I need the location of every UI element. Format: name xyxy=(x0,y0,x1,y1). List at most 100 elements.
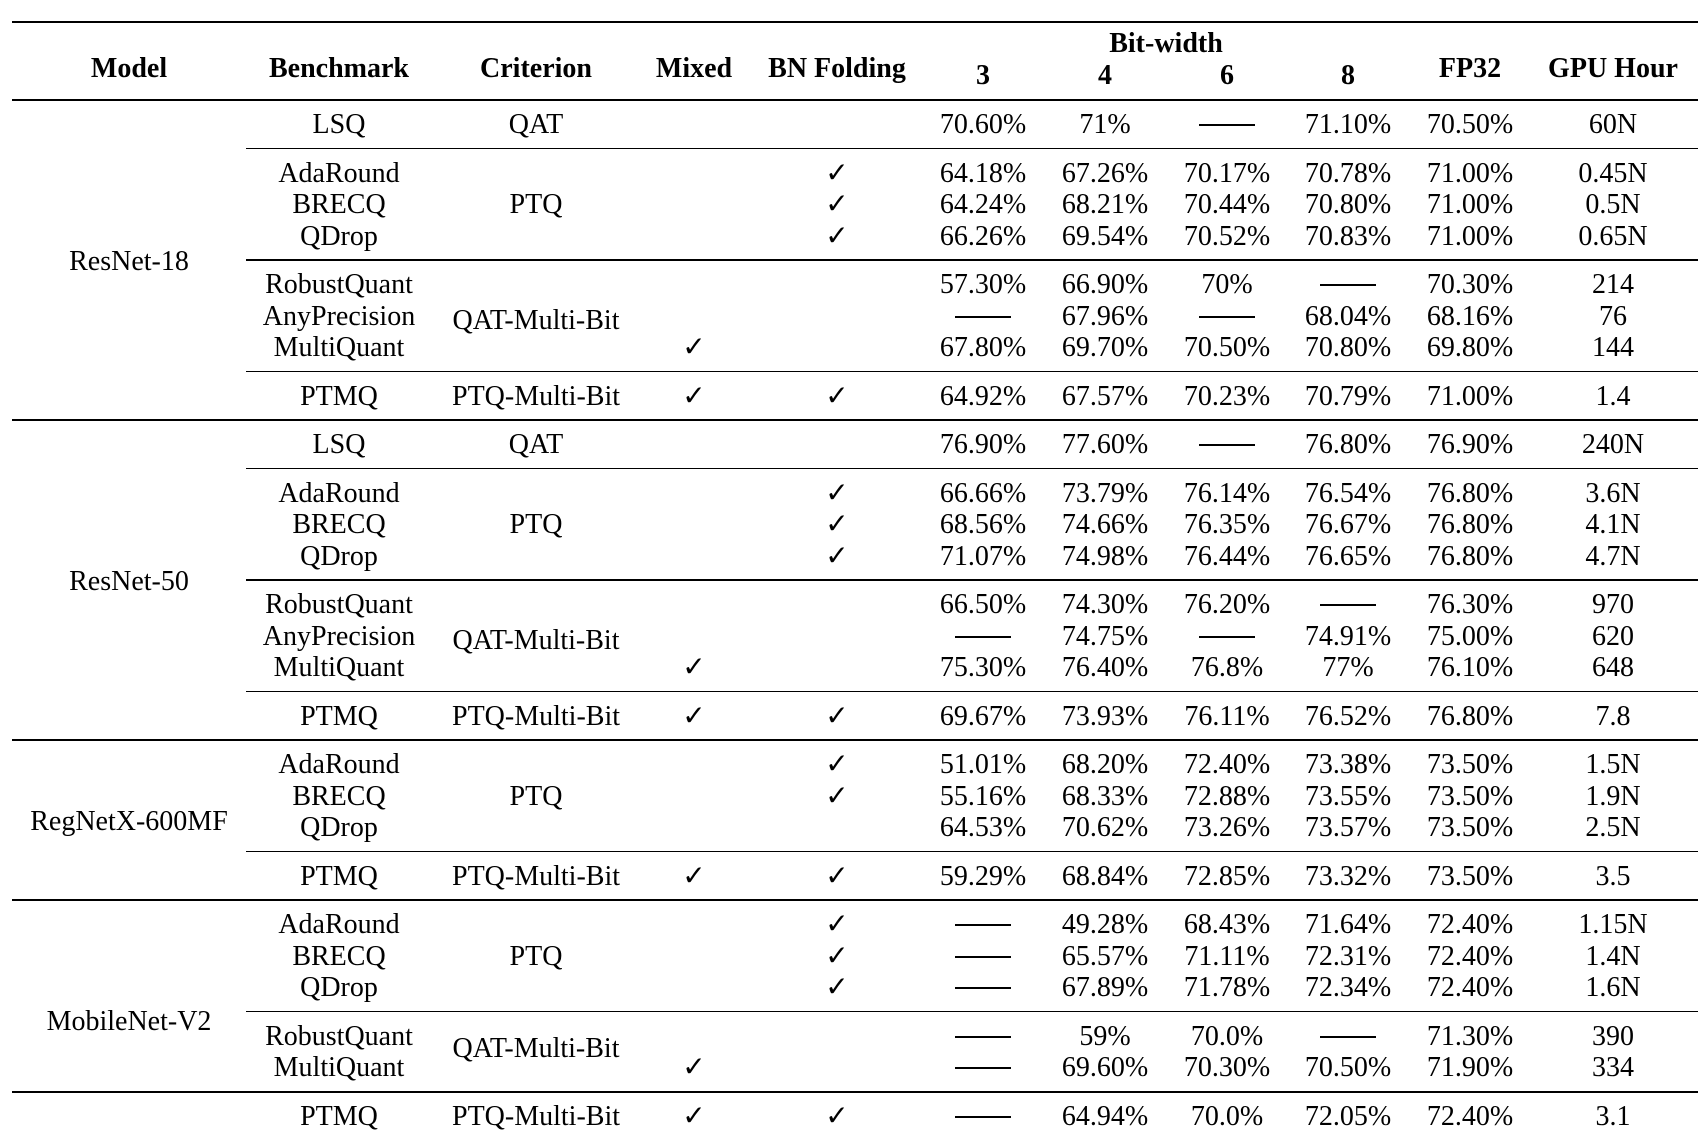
benchmark-name: AdaRound xyxy=(278,749,400,781)
bit-width-value: 73.26% xyxy=(1183,812,1271,844)
bit-width-value: 70.79% xyxy=(1304,380,1392,412)
fp32-value: 71.00% xyxy=(1426,220,1514,252)
bn-folding-check-icon: ✓ xyxy=(825,749,849,781)
benchmark-name: MultiQuant xyxy=(273,652,405,684)
bit-width-value: 68.33% xyxy=(1061,780,1149,812)
bit-width-value: 70.62% xyxy=(1061,812,1149,844)
group-divider-rule xyxy=(246,467,1698,470)
bit-width-value: 69.60% xyxy=(1061,1052,1149,1084)
fp32-value: 73.50% xyxy=(1426,860,1514,892)
fp32-value: 76.80% xyxy=(1426,509,1514,541)
bn-folding-check-icon: ✓ xyxy=(825,700,849,732)
bit-width-value: 49.28% xyxy=(1061,909,1149,941)
bit-width-value: 72.40% xyxy=(1183,749,1271,781)
benchmark-name: AnyPrecision xyxy=(262,620,416,652)
model-divider-rule xyxy=(12,899,1698,901)
group-divider-rule xyxy=(246,147,1698,150)
benchmark-name: AdaRound xyxy=(278,157,400,189)
bit-width-value: 70.0% xyxy=(1190,1020,1264,1052)
bottom-rule xyxy=(12,1091,1698,1093)
bit-width-value: 73.32% xyxy=(1304,860,1392,892)
bit-width-value: 64.53% xyxy=(939,812,1027,844)
fp32-value: 76.30% xyxy=(1426,589,1514,621)
bit-width-value: 74.66% xyxy=(1061,509,1149,541)
bit-width-value: 76.35% xyxy=(1183,509,1271,541)
gpu-hour-value: 0.45N xyxy=(1578,157,1648,189)
bit-width-value: 68.43% xyxy=(1183,909,1271,941)
bit-width-value: 77.60% xyxy=(1061,429,1149,461)
mixed-check-icon: ✓ xyxy=(682,332,706,364)
model-name: MobileNet-V2 xyxy=(46,1006,212,1037)
fp32-value: 76.80% xyxy=(1426,700,1514,732)
bn-folding-check-icon: ✓ xyxy=(825,220,849,252)
bit-width-value: 76.54% xyxy=(1304,477,1392,509)
missing-value-dash xyxy=(1320,284,1376,287)
bit-width-value: 71.78% xyxy=(1183,972,1271,1004)
fp32-value: 70.30% xyxy=(1426,269,1514,301)
benchmark-name: AdaRound xyxy=(278,477,400,509)
model-name: ResNet-18 xyxy=(69,246,189,277)
bit-width-value: 71.07% xyxy=(939,540,1027,572)
benchmark-name: BRECQ xyxy=(292,780,386,812)
bit-width-value: 73.93% xyxy=(1061,700,1149,732)
bit-width-value: 51.01% xyxy=(939,749,1027,781)
bit-width-value: 72.85% xyxy=(1183,860,1271,892)
bit-width-value: 73.79% xyxy=(1061,477,1149,509)
bit-width-value: 69.70% xyxy=(1061,332,1149,364)
header-fp32: FP32 xyxy=(1438,53,1502,84)
criterion-label: PTQ-Multi-Bit xyxy=(451,380,621,412)
gpu-hour-value: 0.65N xyxy=(1578,220,1648,252)
bit-width-value: 76.11% xyxy=(1184,700,1270,732)
criterion-label: PTQ-Multi-Bit xyxy=(451,860,621,892)
fp32-value: 73.50% xyxy=(1426,749,1514,781)
benchmark-name: QDrop xyxy=(300,812,378,844)
bit-width-value: 69.67% xyxy=(939,700,1027,732)
bit-width-value: 64.24% xyxy=(939,189,1027,221)
bit-width-value: 76.40% xyxy=(1061,652,1149,684)
bn-folding-check-icon: ✓ xyxy=(825,477,849,509)
fp32-value: 76.80% xyxy=(1426,477,1514,509)
fp32-value: 72.40% xyxy=(1426,909,1514,941)
criterion-label: QAT-Multi-Bit xyxy=(452,624,620,656)
gpu-hour-value: 1.15N xyxy=(1578,909,1648,941)
header-gpu-hour: GPU Hour xyxy=(1548,53,1678,84)
bn-folding-check-icon: ✓ xyxy=(825,860,849,892)
gpu-hour-value: 1.9N xyxy=(1585,780,1641,812)
bit-width-value: 70% xyxy=(1201,269,1253,301)
missing-value-dash xyxy=(955,1067,1011,1070)
fp32-value: 76.10% xyxy=(1426,652,1514,684)
bit-width-value: 67.57% xyxy=(1061,380,1149,412)
gpu-hour-value: 60N xyxy=(1588,109,1638,141)
model-name: RegNetX-600MF xyxy=(30,806,228,837)
header-mixed: Mixed xyxy=(655,53,733,84)
benchmark-name: QDrop xyxy=(300,972,378,1004)
bit-width-value: 64.18% xyxy=(939,157,1027,189)
bit-width-value: 66.50% xyxy=(939,589,1027,621)
top-rule xyxy=(12,21,1698,23)
bit-width-value: 64.92% xyxy=(939,380,1027,412)
gpu-hour-value: 2.5N xyxy=(1585,812,1641,844)
group-divider-rule xyxy=(246,579,1698,581)
bit-width-value: 76.14% xyxy=(1183,477,1271,509)
gpu-hour-value: 76 xyxy=(1599,300,1627,332)
criterion-label: PTQ xyxy=(509,780,563,812)
bit-width-value: 72.31% xyxy=(1304,940,1392,972)
bit-width-value: 72.88% xyxy=(1183,780,1271,812)
criterion-label: PTQ xyxy=(509,189,563,221)
bit-width-value: 70.80% xyxy=(1304,332,1392,364)
bn-folding-check-icon: ✓ xyxy=(825,509,849,541)
fp32-value: 71.00% xyxy=(1426,189,1514,221)
bit-width-value: 74.75% xyxy=(1061,620,1149,652)
bit-width-value: 70.17% xyxy=(1183,157,1271,189)
mixed-check-icon: ✓ xyxy=(682,652,706,684)
bit-width-value: 59.29% xyxy=(939,860,1027,892)
bit-width-value: 71% xyxy=(1079,109,1131,141)
missing-value-dash xyxy=(955,1115,1011,1118)
bit-width-value: 76.65% xyxy=(1304,540,1392,572)
benchmark-name: BRECQ xyxy=(292,189,386,221)
bit-width-value: 70.50% xyxy=(1183,332,1271,364)
bit-width-value: 68.84% xyxy=(1061,860,1149,892)
results-table: Model Benchmark Criterion Mixed BN Foldi… xyxy=(12,21,1698,1130)
benchmark-name: AdaRound xyxy=(278,909,400,941)
bn-folding-check-icon: ✓ xyxy=(825,380,849,412)
